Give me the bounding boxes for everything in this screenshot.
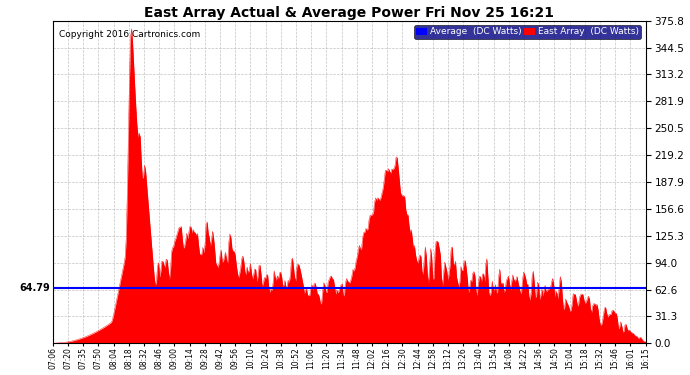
Text: Copyright 2016 Cartronics.com: Copyright 2016 Cartronics.com [59,30,200,39]
Legend: Average  (DC Watts), East Array  (DC Watts): Average (DC Watts), East Array (DC Watts… [414,25,641,39]
Title: East Array Actual & Average Power Fri Nov 25 16:21: East Array Actual & Average Power Fri No… [144,6,554,20]
Text: 64.79: 64.79 [19,283,50,292]
